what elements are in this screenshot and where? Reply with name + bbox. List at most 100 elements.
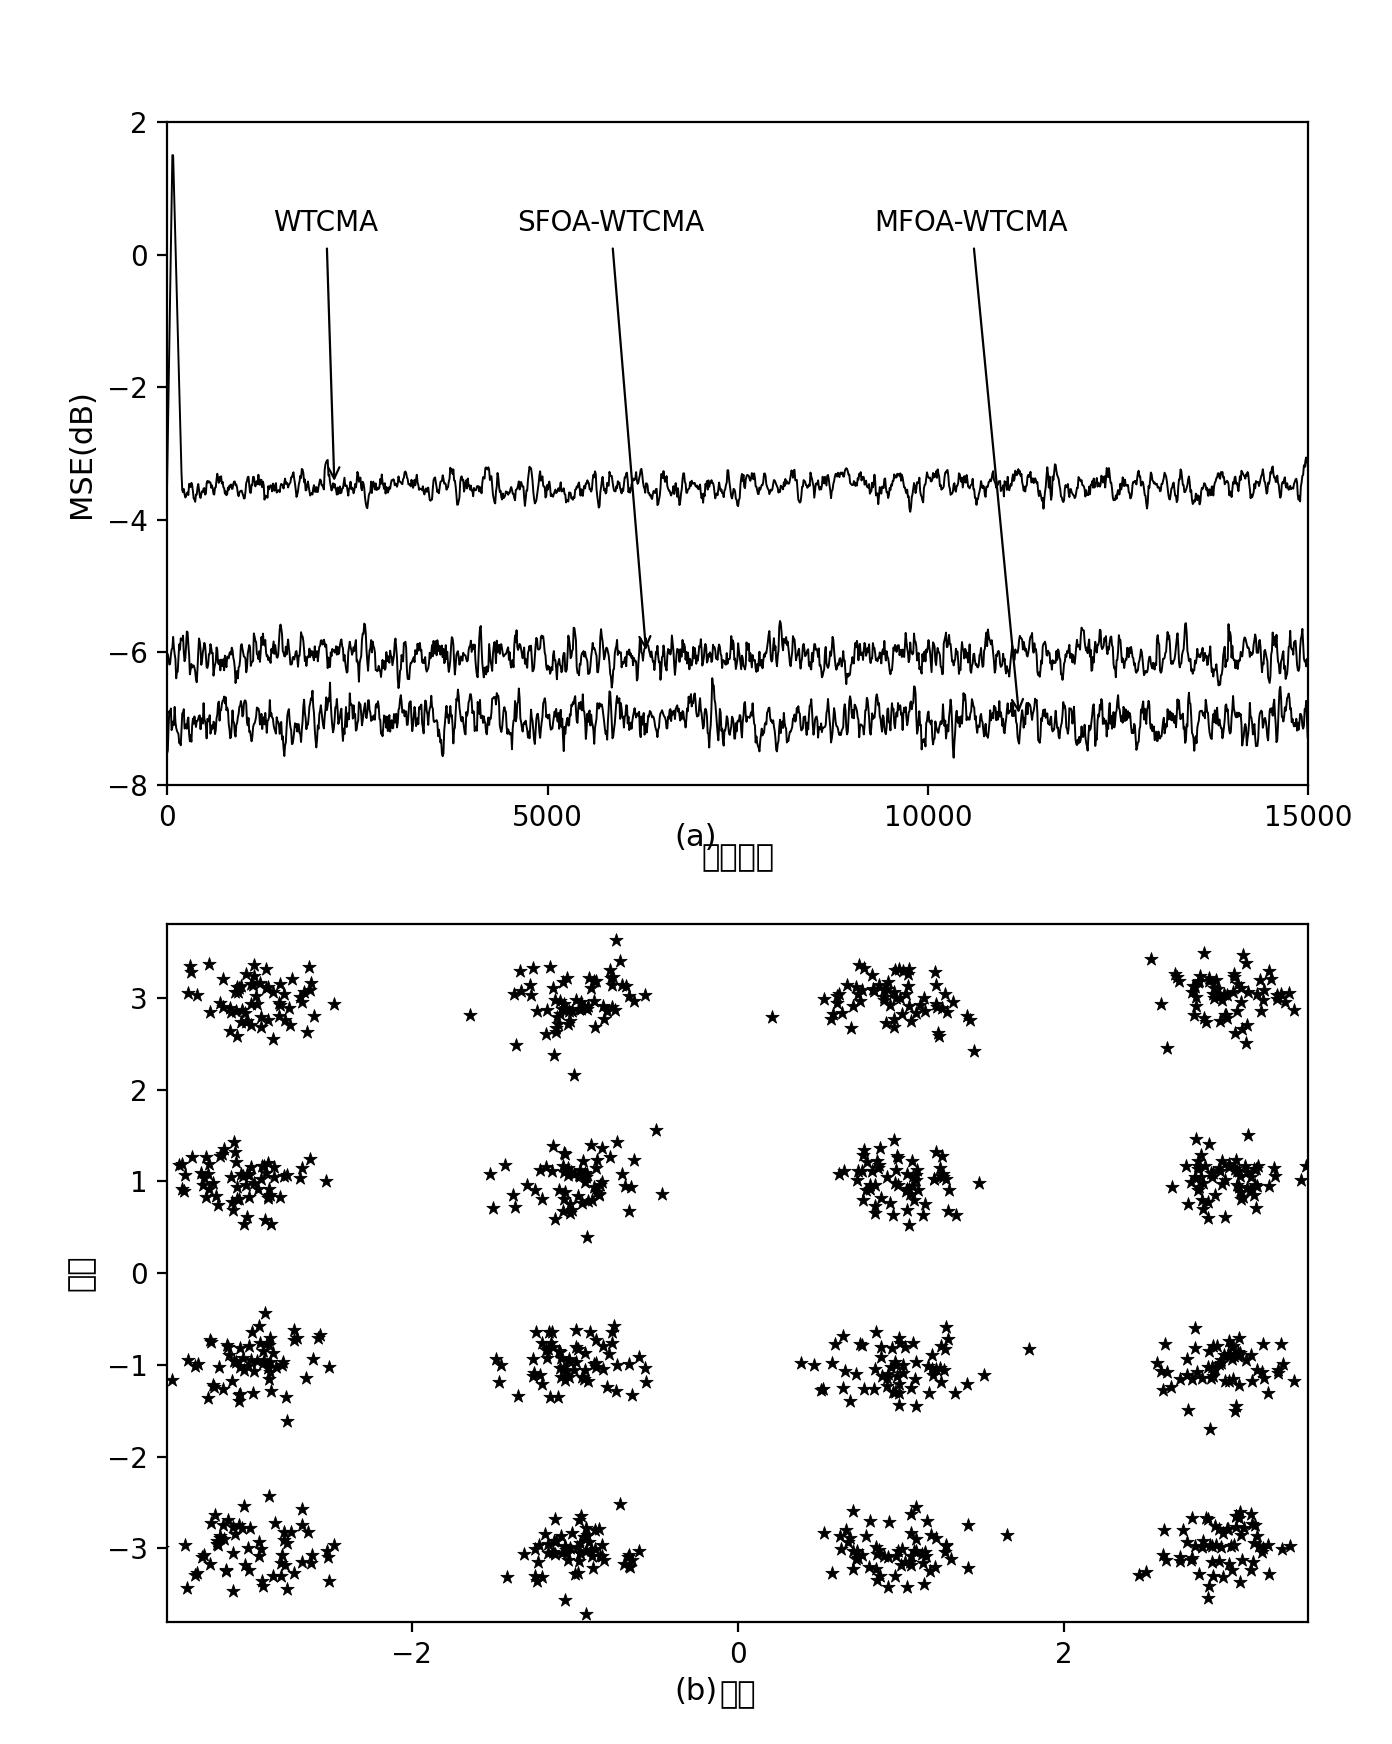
Point	[832, 1156, 855, 1184]
Point	[846, 980, 869, 1008]
Point	[1244, 1510, 1267, 1538]
Point	[1169, 1366, 1192, 1393]
Point	[633, 1355, 656, 1383]
Point	[273, 1552, 295, 1580]
Point	[557, 1545, 579, 1573]
Point	[316, 1543, 338, 1571]
Point	[898, 1210, 920, 1238]
Point	[136, 1561, 159, 1589]
Point	[580, 1130, 603, 1158]
Point	[560, 1189, 582, 1217]
Point	[235, 1006, 258, 1034]
Point	[1185, 1533, 1207, 1561]
Point	[930, 1353, 952, 1381]
Point	[582, 1554, 604, 1582]
Point	[185, 982, 207, 1010]
Point	[1210, 1346, 1232, 1374]
Point	[569, 1502, 592, 1529]
Point	[235, 1008, 258, 1036]
Point	[873, 984, 895, 1012]
Point	[238, 1556, 260, 1584]
Point	[227, 1184, 249, 1212]
Point	[213, 1524, 235, 1552]
Point	[187, 1350, 209, 1378]
Point	[301, 1542, 323, 1570]
Point	[319, 1353, 341, 1381]
Point	[1164, 959, 1186, 987]
Point	[917, 1380, 940, 1407]
Point	[505, 1031, 528, 1059]
Point	[1267, 1360, 1289, 1388]
Point	[1224, 961, 1246, 989]
Point	[823, 999, 845, 1027]
Point	[251, 1165, 273, 1193]
Point	[238, 1332, 260, 1360]
Point	[1253, 1364, 1275, 1392]
Point	[612, 1550, 635, 1578]
Point	[1199, 1573, 1221, 1601]
Point	[525, 1535, 547, 1563]
Point	[601, 1329, 624, 1357]
Point	[580, 1542, 603, 1570]
Point	[1201, 1332, 1224, 1360]
Point	[1251, 1357, 1274, 1385]
Point	[241, 1380, 263, 1407]
Point	[212, 1376, 234, 1404]
Point	[1212, 1563, 1235, 1591]
Point	[567, 1182, 589, 1210]
Point	[184, 1561, 206, 1589]
Point	[258, 1175, 280, 1203]
Point	[1231, 975, 1253, 1003]
Point	[1242, 1367, 1264, 1395]
Point	[789, 1348, 812, 1376]
Point	[825, 989, 848, 1017]
Point	[565, 1348, 587, 1376]
Point	[848, 1543, 870, 1571]
Point	[931, 994, 954, 1022]
Point	[258, 1184, 280, 1212]
Point	[1208, 1514, 1231, 1542]
Point	[175, 1575, 198, 1603]
Point	[837, 971, 859, 999]
Point	[262, 1563, 284, 1591]
Point	[170, 1149, 192, 1177]
Point	[880, 1353, 902, 1381]
Point	[221, 1577, 244, 1604]
Point	[1180, 1543, 1203, 1571]
Point	[909, 992, 931, 1020]
Point	[1176, 1397, 1199, 1425]
Point	[558, 1535, 580, 1563]
Point	[235, 1160, 258, 1188]
Point	[214, 1557, 237, 1585]
Point	[905, 1392, 927, 1420]
Point	[597, 1339, 619, 1367]
Point	[273, 1526, 295, 1554]
Point	[252, 1338, 274, 1366]
Point	[593, 1005, 615, 1032]
Point	[973, 1360, 995, 1388]
Point	[562, 1060, 585, 1088]
Point	[1197, 1505, 1219, 1533]
Point	[1187, 1153, 1210, 1181]
Point	[842, 1556, 864, 1584]
Point	[884, 1013, 906, 1041]
Point	[1247, 1153, 1270, 1181]
Point	[1197, 1338, 1219, 1366]
Point	[933, 1355, 955, 1383]
Point	[1018, 1336, 1040, 1364]
Point	[885, 1352, 908, 1380]
Point	[555, 994, 578, 1022]
Point	[586, 1177, 608, 1205]
Point	[896, 1175, 919, 1203]
Point	[323, 1531, 345, 1559]
Point	[568, 996, 590, 1024]
Point	[1128, 1561, 1150, 1589]
Point	[894, 1549, 916, 1577]
Point	[484, 1345, 507, 1373]
Point	[1150, 989, 1172, 1017]
Point	[540, 1329, 562, 1357]
Point	[1225, 1146, 1247, 1174]
Point	[935, 1165, 958, 1193]
Point	[606, 926, 628, 954]
Point	[270, 1542, 292, 1570]
